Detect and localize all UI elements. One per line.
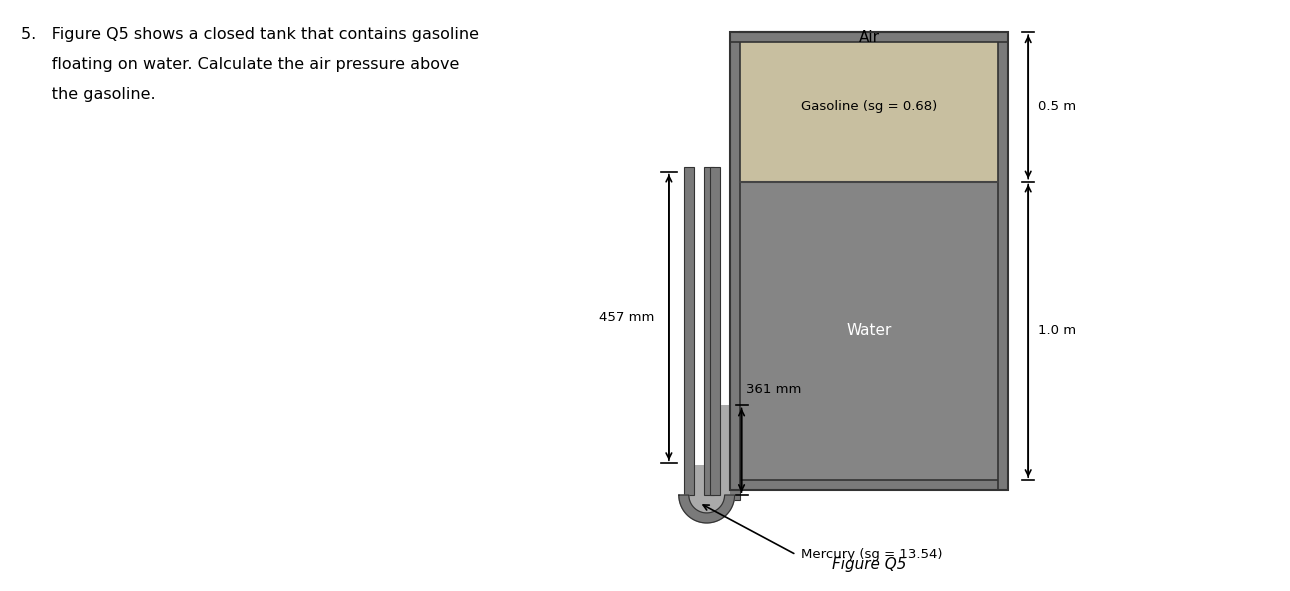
Text: 5.   Figure Q5 shows a closed tank that contains gasoline: 5. Figure Q5 shows a closed tank that co… <box>21 27 479 43</box>
Bar <box>720 405 730 495</box>
Bar <box>730 480 1009 490</box>
Text: 1.0 m: 1.0 m <box>1038 324 1076 337</box>
Bar <box>720 167 730 495</box>
Bar <box>730 33 1009 490</box>
Text: Air: Air <box>858 30 880 45</box>
Bar <box>739 181 998 480</box>
Text: 0.5 m: 0.5 m <box>1038 100 1076 113</box>
Polygon shape <box>689 495 725 513</box>
Bar <box>730 33 1009 42</box>
Text: Water: Water <box>846 323 891 338</box>
Bar <box>694 167 704 465</box>
Text: floating on water. Calculate the air pressure above: floating on water. Calculate the air pre… <box>21 57 459 72</box>
Text: the gasoline.: the gasoline. <box>21 87 156 102</box>
Bar <box>739 33 998 42</box>
Text: 361 mm: 361 mm <box>746 382 801 395</box>
Bar <box>998 33 1009 490</box>
Text: Mercury (sg = 13.54): Mercury (sg = 13.54) <box>801 548 943 561</box>
Bar <box>720 470 739 500</box>
Bar <box>710 167 720 495</box>
Polygon shape <box>679 495 734 523</box>
Bar <box>684 167 694 495</box>
Bar <box>694 167 704 495</box>
Polygon shape <box>689 495 725 513</box>
Bar <box>704 167 713 495</box>
Bar <box>739 33 998 181</box>
Bar <box>694 465 704 495</box>
Text: Figure Q5: Figure Q5 <box>832 557 906 572</box>
Text: 457 mm: 457 mm <box>599 311 654 324</box>
Text: Gasoline (sg = 0.68): Gasoline (sg = 0.68) <box>801 100 937 113</box>
Bar <box>730 33 739 490</box>
